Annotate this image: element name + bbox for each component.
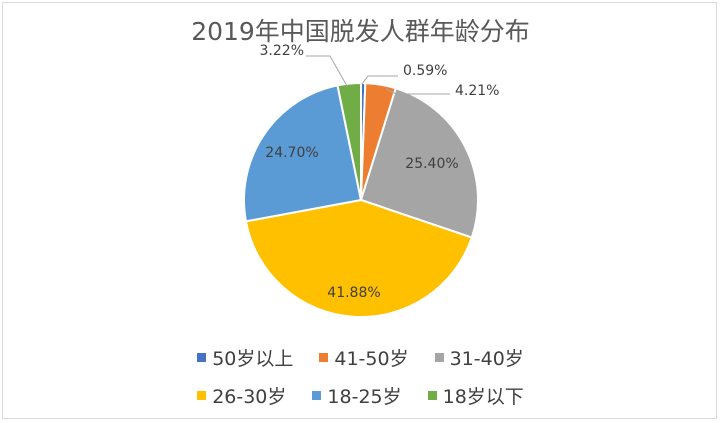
legend-item-31-40: 31-40岁 (434, 344, 524, 371)
legend-label: 18岁以下 (442, 386, 524, 408)
legend-item-50-plus: 50岁以上 (197, 344, 293, 371)
legend-swatch (434, 353, 444, 362)
leader-line-under-18 (306, 55, 348, 87)
legend-row-2: 26-30岁 18-25岁 18岁以下 (0, 382, 721, 409)
legend-row-1: 50岁以上 41-50岁 31-40岁 (0, 344, 721, 371)
legend-swatch (197, 353, 207, 362)
pie-slice-under-18 (336, 81, 362, 201)
leader-lines (306, 55, 450, 95)
data-label-18-25: 24.70% (265, 145, 318, 161)
chart-title: 2019年中国脱发人群年龄分布 (191, 17, 530, 46)
pie-slice-26-30 (244, 198, 474, 318)
leader-line-50-plus (361, 75, 398, 85)
leader-line-41-50 (385, 88, 450, 95)
data-label-41-50: 4.21% (455, 83, 499, 99)
legend-label: 50岁以上 (212, 348, 294, 370)
pie-slices (243, 81, 479, 318)
data-label-50-plus: 0.59% (403, 63, 447, 79)
legend-label: 41-50岁 (334, 348, 409, 370)
data-label-26-30: 41.88% (327, 285, 380, 301)
data-label-31-40: 25.40% (405, 156, 458, 172)
pie-slice-31-40 (359, 87, 479, 239)
legend-label: 26-30岁 (212, 386, 287, 408)
pie-slice-18-25 (243, 84, 363, 223)
legend-item-18-25: 18-25岁 (312, 382, 402, 409)
legend-label: 31-40岁 (449, 348, 524, 370)
legend-swatch (319, 353, 329, 362)
legend-swatch (427, 391, 437, 400)
legend-item-41-50: 41-50岁 (319, 344, 409, 371)
legend-label: 18-25岁 (327, 386, 402, 408)
legend-item-under-18: 18岁以下 (427, 382, 524, 409)
legend-swatch (312, 391, 322, 400)
legend-item-26-30: 26-30岁 (197, 382, 286, 409)
legend-swatch (197, 391, 207, 400)
data-labels: 0.59% 4.21% 25.40% 41.88% 24.70% 3.22% (260, 43, 500, 301)
data-label-under-18: 3.22% (260, 43, 304, 59)
